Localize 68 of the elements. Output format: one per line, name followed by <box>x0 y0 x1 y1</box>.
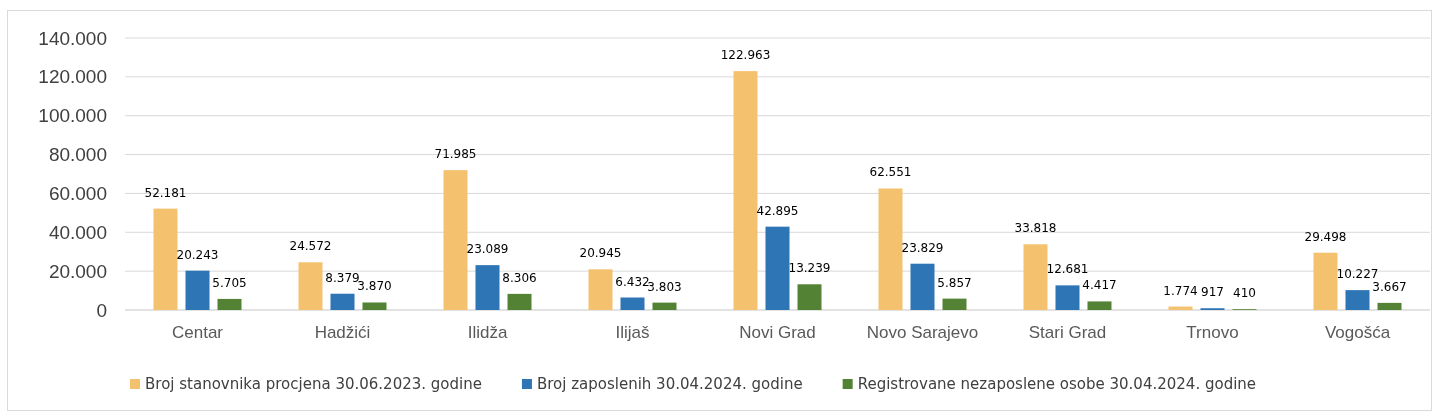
data-label: 13.239 <box>788 261 831 276</box>
data-label: 42.895 <box>756 203 799 218</box>
y-tick-label: 100.000 <box>38 105 107 127</box>
data-label: 23.829 <box>901 240 944 255</box>
bar <box>1087 301 1112 310</box>
bar <box>620 297 645 310</box>
bar <box>443 170 468 310</box>
data-label: 33.818 <box>1014 221 1057 236</box>
data-label: 20.243 <box>176 247 219 262</box>
x-tick-label: Trnovo <box>1186 323 1239 343</box>
data-label: 122.963 <box>720 48 771 63</box>
x-tick-label: Ilidža <box>467 323 508 343</box>
bar <box>878 188 903 310</box>
legend-label: Registrovane nezaposlene osobe 30.04.2024. godine <box>857 375 1257 393</box>
data-label: 52.181 <box>144 185 187 200</box>
bar <box>797 284 822 310</box>
data-label: 8.306 <box>502 270 537 285</box>
data-label: 6.432 <box>615 274 650 289</box>
data-label: 29.498 <box>1304 229 1347 244</box>
x-tick-label: Stari Grad <box>1028 323 1107 343</box>
bar <box>588 269 613 310</box>
y-tick-label: 20.000 <box>48 260 107 282</box>
data-label: 3.667 <box>1372 279 1407 294</box>
bar <box>298 262 323 310</box>
data-label: 5.705 <box>212 275 247 290</box>
data-label: 71.985 <box>434 147 477 162</box>
x-tick-label: Ilijaš <box>615 323 650 343</box>
y-tick-label: 140.000 <box>38 27 107 49</box>
bar <box>507 293 532 310</box>
x-tick-label: Centar <box>171 323 224 343</box>
bar <box>652 302 677 310</box>
x-tick-label: Vogošća <box>1324 323 1391 343</box>
bar <box>942 298 967 310</box>
data-label: 917 <box>1201 285 1224 300</box>
y-tick-label: 40.000 <box>48 221 107 243</box>
bar <box>765 226 790 310</box>
data-label: 12.681 <box>1046 262 1089 277</box>
data-label: 23.089 <box>466 242 509 257</box>
x-tick-label: Hadžići <box>314 323 371 343</box>
data-label: 10.227 <box>1336 267 1379 282</box>
bar <box>362 302 387 310</box>
bar <box>475 265 500 310</box>
bar <box>1313 252 1338 310</box>
data-label: 4.417 <box>1082 278 1117 293</box>
bar <box>1055 285 1080 310</box>
bar <box>1023 244 1048 310</box>
data-label: 5.857 <box>937 275 972 290</box>
bar <box>910 263 935 310</box>
y-tick-label: 60.000 <box>48 183 107 205</box>
data-label: 24.572 <box>289 239 332 254</box>
bar <box>217 298 242 310</box>
y-tick-label: 80.000 <box>48 144 107 166</box>
legend-label: Broj zaposlenih 30.04.2024. godine <box>536 375 803 393</box>
y-tick-label: 120.000 <box>38 66 107 88</box>
bar <box>153 208 178 310</box>
y-tick-label: 0 <box>96 299 107 321</box>
data-label: 62.551 <box>869 165 912 180</box>
x-tick-label: Novi Grad <box>739 323 816 343</box>
legend-label: Broj stanovnika procjena 30.06.2023. godine <box>145 375 482 393</box>
bar <box>1345 290 1370 310</box>
bar <box>185 270 210 310</box>
data-label: 410 <box>1233 286 1256 301</box>
bar <box>733 71 758 310</box>
data-label: 20.945 <box>579 246 622 261</box>
x-tick-label: Novo Sarajevo <box>866 323 979 343</box>
data-label: 1.774 <box>1163 283 1198 298</box>
bar <box>330 293 355 310</box>
bar <box>1377 302 1402 310</box>
